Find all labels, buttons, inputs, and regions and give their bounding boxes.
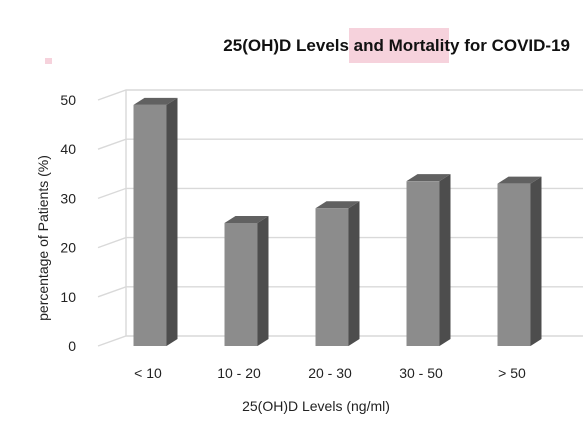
x-category-label: 10 - 20 (217, 365, 261, 381)
bar-front (497, 183, 531, 346)
bar (224, 216, 269, 346)
x-axis-label: 25(OH)D Levels (ng/ml) (242, 398, 390, 414)
bar-front (406, 181, 440, 346)
y-tick-label: 20 (60, 240, 76, 256)
highlight-marker (45, 58, 52, 64)
bar-top (133, 97, 178, 105)
bars (133, 97, 542, 346)
chart-title-part-1: 25(OH)D Levels and (223, 36, 388, 55)
y-tick-label: 50 (60, 92, 76, 108)
bar-front (224, 223, 258, 346)
x-category-label: < 10 (134, 365, 162, 381)
chart-title: 25(OH)D Levels and Mortality for COVID-1… (223, 36, 570, 55)
bar-side (439, 174, 451, 346)
x-category-label: 30 - 50 (399, 365, 443, 381)
y-tick-label: 40 (60, 141, 76, 157)
bar (497, 176, 542, 346)
bar-top (497, 176, 542, 184)
bar-top (406, 174, 451, 182)
y-axis-label: percentage of Patients (%) (35, 155, 51, 321)
x-category-label: 20 - 30 (308, 365, 352, 381)
y-axis-ticks: 0 10 20 30 40 50 (60, 92, 76, 354)
bar-front (315, 208, 349, 346)
x-axis-categories: < 10 10 - 20 20 - 30 30 - 50 > 50 (134, 365, 526, 381)
bar-top (224, 216, 269, 223)
bar-side (348, 201, 360, 346)
bar-side (530, 176, 542, 346)
y-tick-label: 10 (60, 289, 76, 305)
y-tick-label: 0 (68, 338, 76, 354)
bar-front (133, 104, 167, 346)
bar-side (166, 97, 178, 346)
title-highlight (349, 28, 449, 63)
x-category-label: > 50 (498, 365, 526, 381)
bar-top (315, 201, 360, 209)
chart-title-part-2: Mortality (389, 36, 460, 55)
y-tick-label: 30 (60, 190, 76, 206)
bar (315, 201, 360, 346)
bar-side (257, 216, 269, 346)
bar (406, 174, 451, 346)
chart-title-part-3: for COVID-19 (459, 36, 570, 55)
bar (133, 97, 178, 346)
